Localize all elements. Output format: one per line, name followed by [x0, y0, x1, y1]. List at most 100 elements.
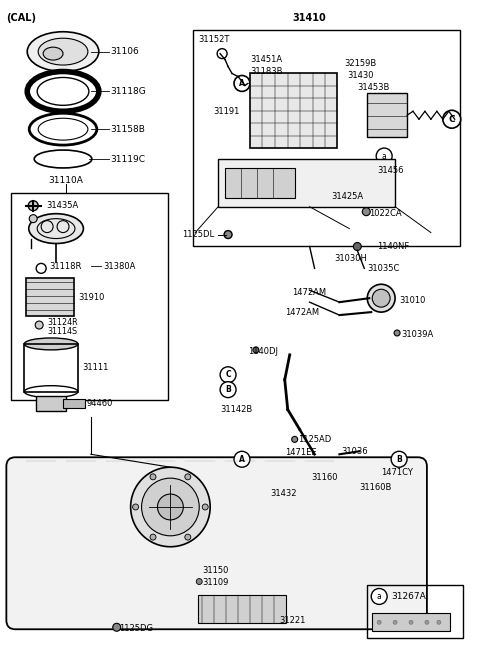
Text: C: C: [225, 370, 231, 379]
Text: 1140DJ: 1140DJ: [248, 348, 278, 356]
Text: A: A: [239, 455, 245, 464]
Circle shape: [132, 504, 139, 510]
Circle shape: [224, 230, 232, 238]
Ellipse shape: [29, 214, 84, 244]
Text: 31150: 31150: [202, 566, 228, 575]
Circle shape: [391, 451, 407, 467]
Circle shape: [150, 534, 156, 540]
Circle shape: [29, 214, 37, 222]
Circle shape: [292, 436, 298, 442]
Text: 31160: 31160: [312, 473, 338, 482]
Text: 31451A: 31451A: [250, 55, 282, 64]
Circle shape: [185, 474, 191, 480]
Text: 31111: 31111: [82, 363, 108, 372]
Text: 31430: 31430: [348, 71, 374, 80]
Circle shape: [28, 201, 38, 211]
Circle shape: [376, 148, 392, 164]
Text: 31142B: 31142B: [220, 405, 252, 414]
Text: 31380A: 31380A: [103, 262, 135, 271]
Text: 1022CA: 1022CA: [369, 209, 402, 218]
Circle shape: [220, 367, 236, 383]
Text: 1125AD: 1125AD: [298, 435, 331, 444]
Circle shape: [362, 208, 370, 216]
Text: 94460: 94460: [87, 399, 113, 408]
Bar: [36, 396, 66, 410]
Ellipse shape: [43, 47, 63, 60]
Bar: [372, 614, 450, 632]
Bar: [63, 399, 85, 408]
Bar: [225, 168, 295, 198]
Text: 31109: 31109: [202, 578, 228, 587]
Text: 1471CY: 1471CY: [381, 467, 413, 477]
Circle shape: [367, 284, 395, 312]
Ellipse shape: [38, 38, 88, 65]
Circle shape: [377, 620, 381, 624]
Circle shape: [157, 494, 183, 520]
Text: 1125DG: 1125DG: [119, 624, 153, 633]
Text: 31910: 31910: [78, 293, 104, 302]
Circle shape: [142, 478, 199, 536]
Text: C: C: [448, 115, 455, 124]
FancyBboxPatch shape: [6, 457, 427, 630]
Circle shape: [196, 579, 202, 585]
Circle shape: [35, 321, 43, 329]
Text: 31410: 31410: [293, 13, 326, 23]
Text: B: B: [396, 455, 402, 464]
Text: 31453B: 31453B: [357, 83, 390, 92]
Circle shape: [371, 589, 387, 604]
Circle shape: [253, 347, 259, 353]
Text: 31160B: 31160B: [360, 483, 392, 492]
Text: a: a: [382, 152, 386, 160]
Text: 31119C: 31119C: [111, 154, 146, 164]
Text: 1471EE: 1471EE: [285, 448, 316, 457]
Text: A: A: [239, 79, 245, 88]
Text: 31036: 31036: [341, 447, 368, 456]
Text: 31118G: 31118G: [111, 87, 146, 96]
Text: 31110A: 31110A: [48, 176, 84, 185]
Circle shape: [353, 242, 361, 250]
Text: 31035C: 31035C: [367, 264, 400, 273]
Text: 31039A: 31039A: [401, 330, 433, 340]
Text: (CAL): (CAL): [6, 13, 36, 23]
Text: 31118R: 31118R: [49, 262, 82, 271]
Bar: [367, 585, 463, 638]
Ellipse shape: [24, 338, 78, 350]
Bar: [218, 159, 395, 207]
Text: B: B: [225, 385, 231, 394]
Text: 31106: 31106: [111, 47, 140, 56]
Ellipse shape: [27, 32, 99, 71]
Text: 31435A: 31435A: [46, 201, 78, 211]
Bar: [24, 344, 78, 392]
Text: 31158B: 31158B: [111, 124, 145, 134]
Circle shape: [202, 504, 208, 510]
Text: 1140NF: 1140NF: [377, 242, 409, 251]
Circle shape: [220, 382, 236, 398]
Circle shape: [150, 474, 156, 480]
Circle shape: [437, 620, 441, 624]
Text: 31010: 31010: [399, 296, 425, 305]
Circle shape: [185, 534, 191, 540]
Text: 31221: 31221: [280, 616, 306, 625]
Circle shape: [372, 289, 390, 307]
Text: 31267A: 31267A: [391, 592, 426, 601]
Circle shape: [113, 624, 120, 632]
Circle shape: [393, 620, 397, 624]
Text: 31030H: 31030H: [335, 254, 367, 263]
Text: 31456: 31456: [377, 166, 404, 175]
Circle shape: [234, 451, 250, 467]
Text: 31432: 31432: [270, 489, 296, 498]
Text: 31183B: 31183B: [250, 67, 282, 76]
Text: 31191: 31191: [213, 107, 240, 116]
Bar: [367, 93, 407, 137]
Text: 31425A: 31425A: [332, 192, 363, 201]
Circle shape: [394, 330, 400, 336]
Circle shape: [425, 620, 429, 624]
Text: 31114S: 31114S: [47, 326, 77, 336]
Text: 32159B: 32159B: [344, 59, 377, 68]
Text: 1472AM: 1472AM: [285, 308, 319, 316]
Circle shape: [443, 111, 461, 128]
Text: 1472AM: 1472AM: [292, 288, 326, 297]
Bar: [193, 30, 460, 246]
Bar: [250, 73, 337, 148]
Circle shape: [234, 75, 250, 91]
